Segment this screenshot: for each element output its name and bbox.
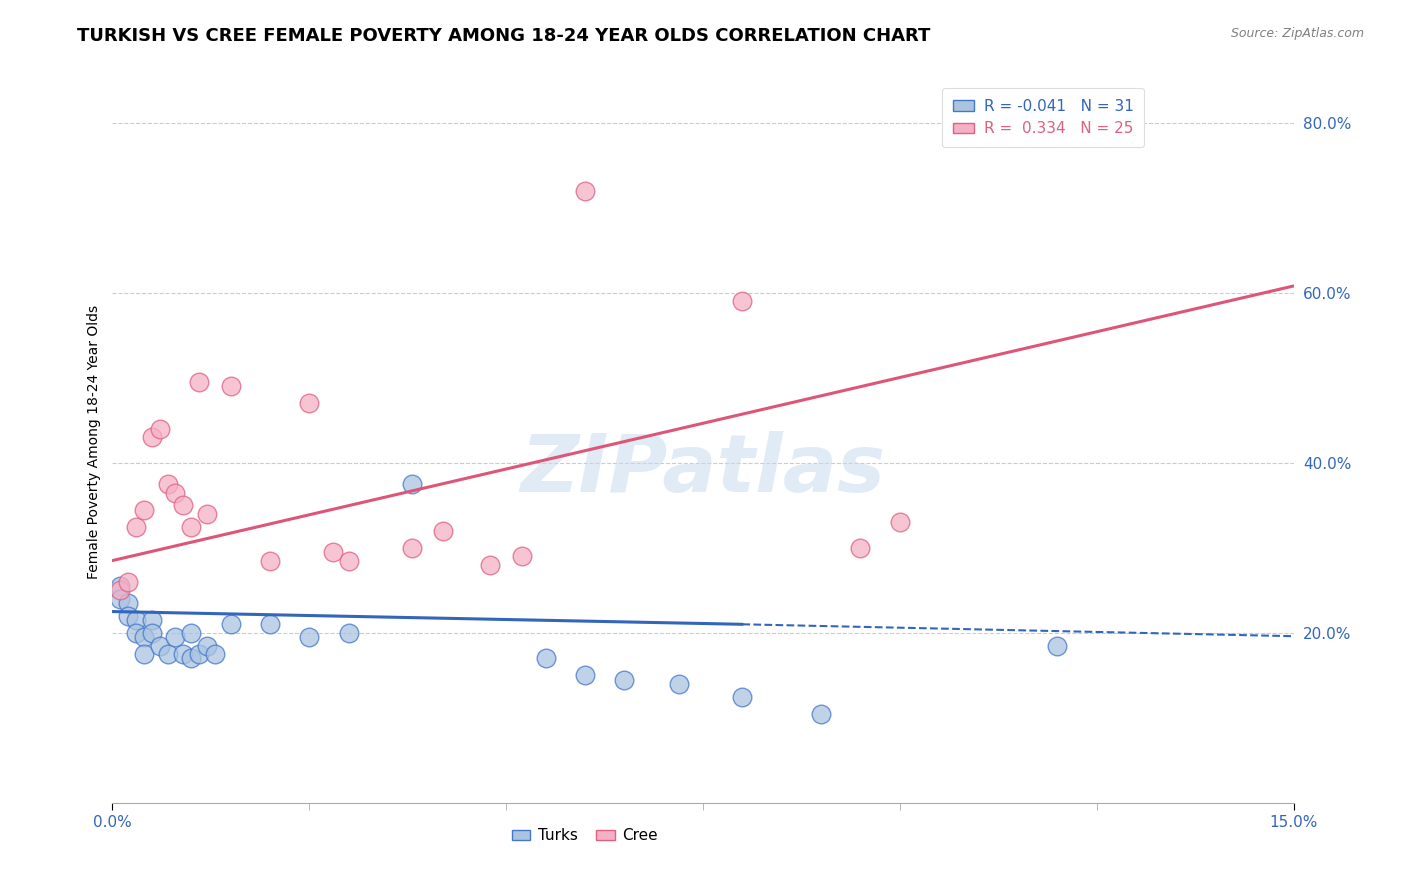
Point: [141, 625, 163, 640]
Point: [337, 553, 360, 567]
Point: [259, 553, 281, 567]
Point: [195, 639, 218, 653]
Point: [132, 630, 155, 644]
Point: [125, 519, 148, 533]
Point: [195, 507, 218, 521]
Point: [889, 516, 911, 530]
Point: [165, 630, 187, 644]
Point: [141, 430, 163, 444]
Point: [156, 647, 179, 661]
Point: [849, 541, 872, 555]
Point: [401, 541, 423, 555]
Point: [156, 477, 179, 491]
Point: [432, 524, 454, 538]
Point: [574, 184, 596, 198]
Point: [149, 639, 172, 653]
Point: [731, 690, 754, 704]
Point: [125, 625, 148, 640]
Point: [219, 379, 242, 393]
Point: [298, 630, 321, 644]
Point: [172, 498, 194, 512]
Point: [110, 579, 132, 593]
Point: [574, 668, 596, 682]
Point: [219, 617, 242, 632]
Text: Source: ZipAtlas.com: Source: ZipAtlas.com: [1230, 27, 1364, 40]
Point: [298, 396, 321, 410]
Point: [731, 294, 754, 309]
Point: [188, 647, 211, 661]
Y-axis label: Female Poverty Among 18-24 Year Olds: Female Poverty Among 18-24 Year Olds: [87, 304, 101, 579]
Point: [110, 591, 132, 606]
Point: [322, 545, 344, 559]
Point: [188, 375, 211, 389]
Point: [668, 677, 690, 691]
Point: [117, 574, 139, 589]
Point: [132, 502, 155, 516]
Point: [110, 583, 132, 598]
Text: ZIPatlas: ZIPatlas: [520, 432, 886, 509]
Point: [401, 477, 423, 491]
Point: [149, 422, 172, 436]
Point: [165, 485, 187, 500]
Point: [125, 613, 148, 627]
Point: [613, 673, 636, 687]
Point: [180, 519, 202, 533]
Text: TURKISH VS CREE FEMALE POVERTY AMONG 18-24 YEAR OLDS CORRELATION CHART: TURKISH VS CREE FEMALE POVERTY AMONG 18-…: [77, 27, 931, 45]
Point: [117, 596, 139, 610]
Point: [534, 651, 557, 665]
Point: [204, 647, 226, 661]
Point: [1046, 639, 1069, 653]
Point: [479, 558, 502, 572]
Point: [117, 608, 139, 623]
Point: [172, 647, 194, 661]
Point: [132, 647, 155, 661]
Point: [510, 549, 533, 564]
Point: [259, 617, 281, 632]
Point: [180, 625, 202, 640]
Point: [141, 613, 163, 627]
Point: [180, 651, 202, 665]
Point: [810, 706, 832, 721]
Legend: Turks, Cree: Turks, Cree: [506, 822, 664, 849]
Point: [337, 625, 360, 640]
